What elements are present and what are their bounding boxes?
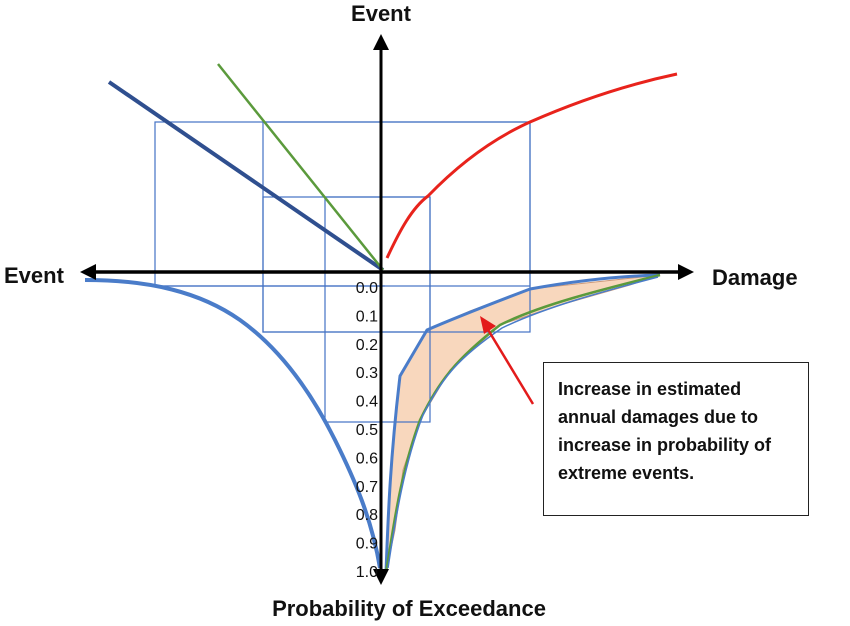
probability-tick-label: 0.3 [356, 365, 378, 382]
top-axis-label: Event [351, 1, 412, 26]
callout-line: increase in probability of [558, 435, 772, 455]
blue-right-damage-curve [384, 273, 661, 573]
probability-tick-label: 0.8 [356, 507, 378, 524]
right-axis-label: Damage [712, 265, 798, 290]
green-event-line [217, 63, 384, 271]
callout-line: Increase in estimated [558, 379, 742, 399]
middle-grid-rect [262, 121, 531, 333]
probability-tick-label: 0.2 [356, 337, 378, 354]
left-axis-label: Event [4, 263, 65, 288]
horizontal-axis-left-arrowhead [80, 264, 96, 280]
callout-box: Increase in estimated annual damages due… [543, 362, 809, 516]
callout-line: extreme events. [558, 463, 695, 483]
outer-grid-rect [154, 121, 531, 287]
innermost-grid-rect [324, 196, 431, 423]
projection-grid [154, 121, 531, 423]
probability-tick-label: 0.4 [356, 394, 378, 411]
vertical-axis-top-arrowhead [373, 34, 389, 50]
dark-blue-event-line [107, 80, 385, 272]
callout-arrow-head [480, 316, 496, 334]
probability-tick-labels: 0.0 0.1 0.2 0.3 0.4 0.5 0.6 0.7 0.8 0.9 1.0 [356, 280, 378, 581]
horizontal-axis-right-arrowhead [678, 264, 694, 280]
vertical-axis-bottom-arrowhead [373, 569, 389, 585]
callout-arrow-line [485, 327, 535, 405]
probability-tick-label: 0.0 [356, 280, 378, 297]
inner-grid-rect [262, 196, 431, 333]
bottom-axis-label: Probability of Exceedance [272, 596, 546, 621]
probability-tick-label: 0.5 [356, 422, 378, 439]
red-damage-curve [385, 72, 678, 259]
probability-tick-label: 0.6 [356, 450, 378, 467]
probability-tick-label: 0.1 [356, 308, 378, 325]
probability-tick-label: 0.7 [356, 479, 378, 496]
probability-tick-label: 1.0 [356, 564, 378, 581]
callout-line: annual damages due to [558, 407, 759, 427]
probability-tick-label: 0.9 [356, 536, 378, 553]
blue-right-lower-curve [387, 276, 659, 569]
blue-left-probability-curve [84, 278, 382, 569]
